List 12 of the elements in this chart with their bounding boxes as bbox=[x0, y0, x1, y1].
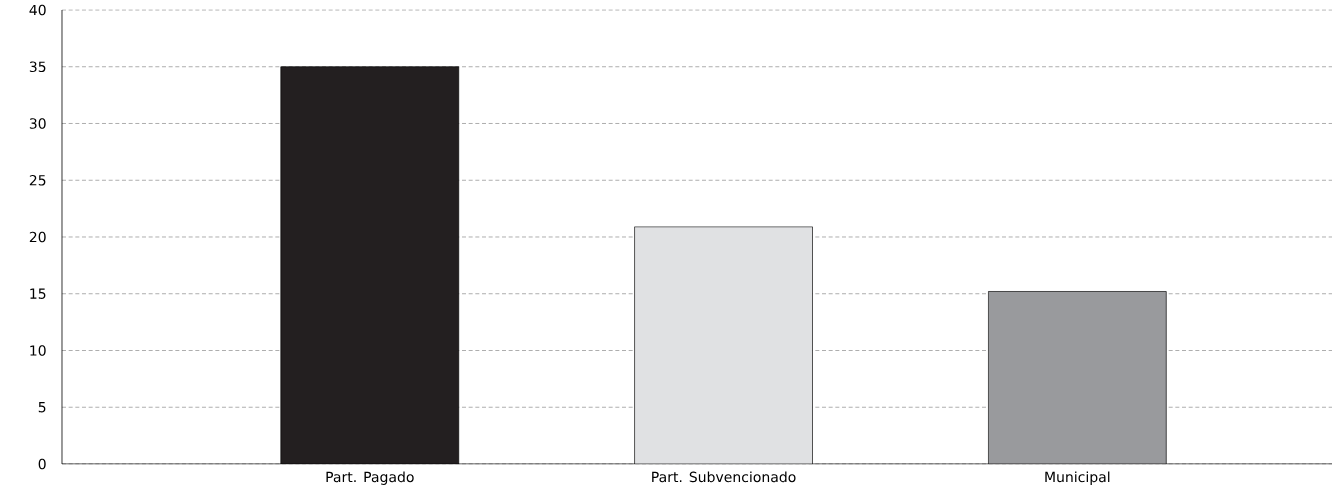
x-tick-label: Part. Subvencionado bbox=[652, 471, 796, 483]
y-tick-label: 5 bbox=[38, 402, 46, 413]
y-tick-label: 15 bbox=[30, 288, 46, 299]
y-tick-label: 20 bbox=[29, 231, 46, 243]
y-tick-label: 0 bbox=[38, 458, 46, 470]
y-tick-label: 10 bbox=[30, 345, 46, 356]
x-tick-label: Municipal bbox=[1045, 471, 1110, 485]
y-tick-label: 40 bbox=[29, 4, 46, 16]
x-tick-label: Part. Pagado bbox=[326, 471, 414, 485]
y-tick-label: 25 bbox=[29, 174, 46, 186]
y-tick-label: 30 bbox=[29, 118, 46, 129]
y-tick-label: 35 bbox=[29, 61, 46, 73]
